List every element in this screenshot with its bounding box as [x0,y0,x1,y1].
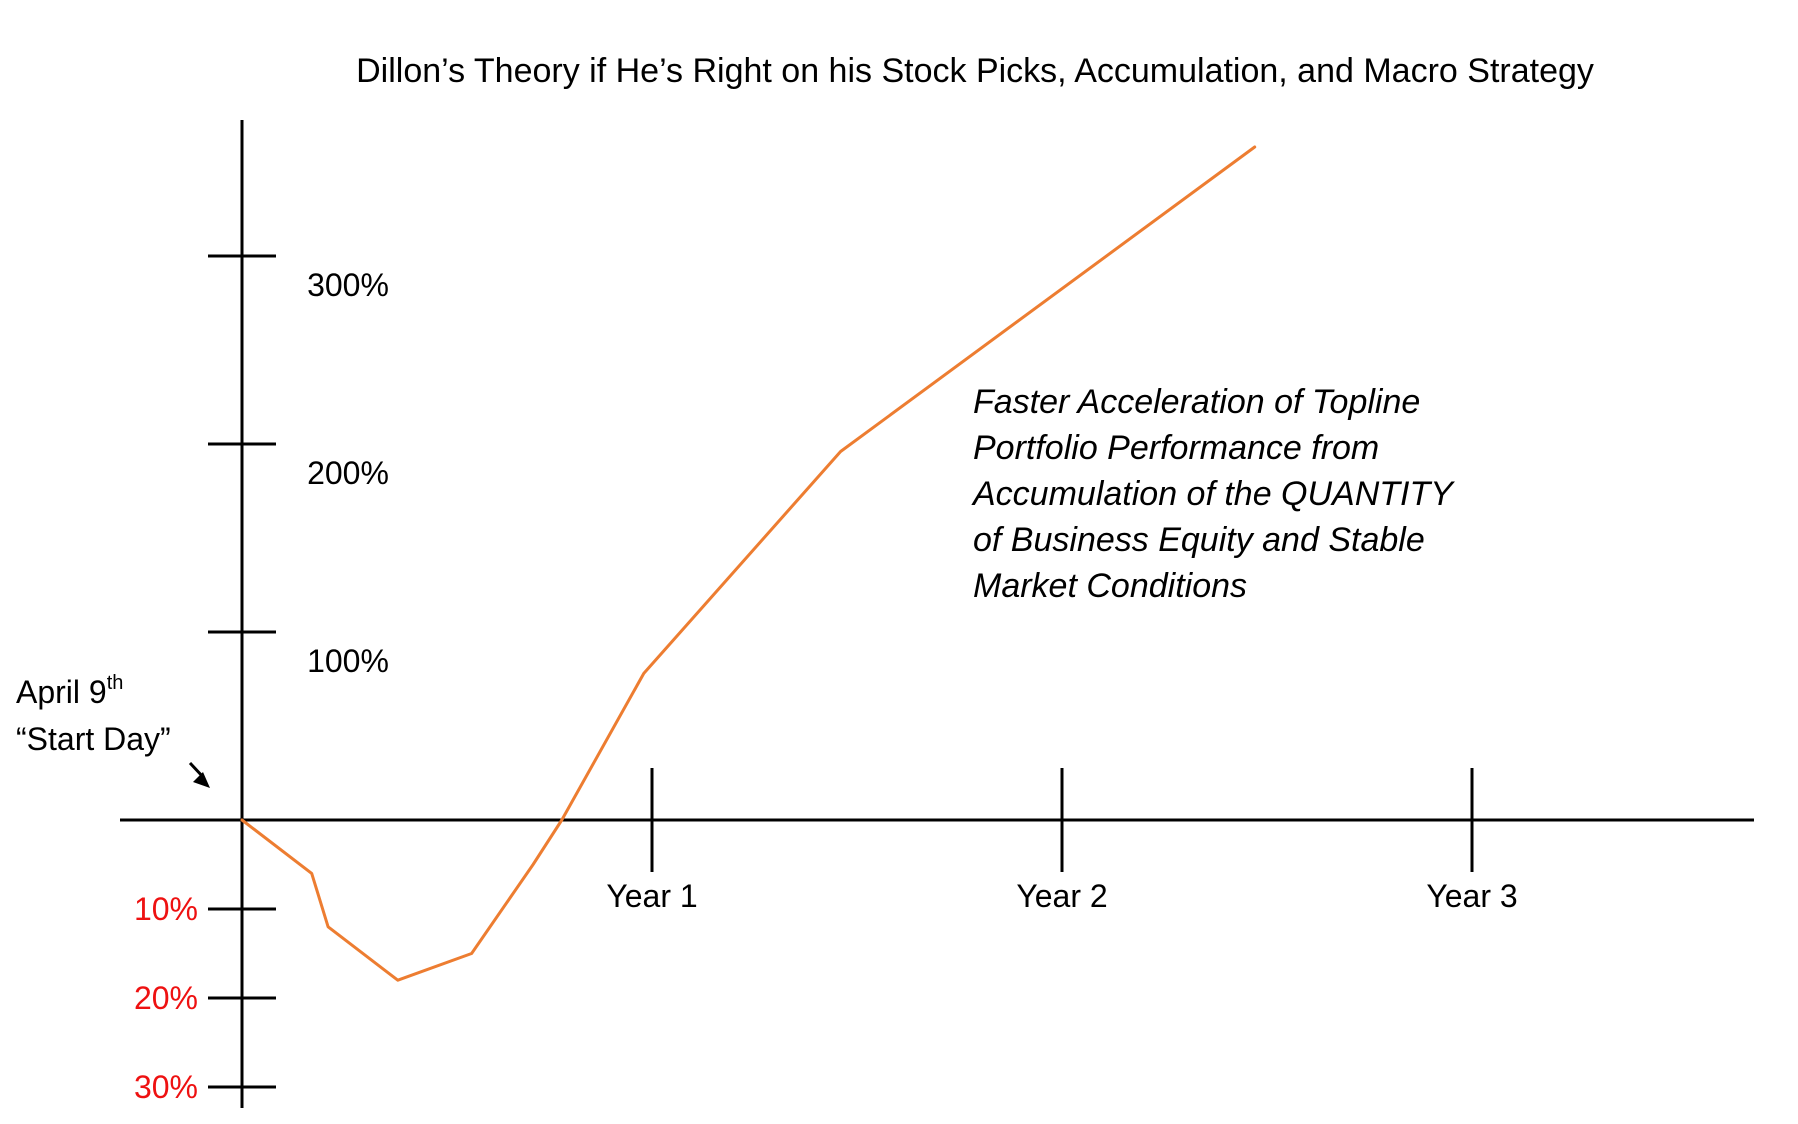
y-axis-positive-ticks: 100% 200% 300% [208,254,389,679]
x-axis-ticks: Year 1 Year 2 Year 3 [606,768,1518,914]
y-tick-label-negative: 10% [134,891,198,927]
series-line [240,145,1257,982]
x-tick-label: Year 3 [1426,878,1517,914]
annotation-line: Portfolio Performance from [973,429,1379,467]
y-tick-label-negative: 30% [134,1069,198,1105]
y-tick-label: 300% [307,267,389,303]
y-tick-label-negative: 20% [134,980,198,1016]
start-day-label: April 9th “Start Day” [16,672,210,788]
y-tick-label: 100% [307,643,389,679]
x-tick-label: Year 1 [606,878,697,914]
annotation-line: Market Conditions [973,567,1247,605]
start-day-date: April 9 [16,674,107,710]
annotation: Faster Acceleration of Topline Portfolio … [971,383,1455,605]
start-day-sup: th [107,672,124,694]
annotation-line: of Business Equity and Stable [973,521,1425,559]
chart-title: Dillon’s Theory if He’s Right on his Sto… [356,52,1594,90]
y-tick-label: 200% [307,455,389,491]
start-day-arrowhead [193,772,210,788]
series-group [240,145,1257,982]
y-axis-negative-ticks: 10% 20% 30% [134,891,276,1105]
annotation-line: Faster Acceleration of Topline [973,383,1420,421]
start-day-line2: “Start Day” [16,721,171,757]
x-tick-label: Year 2 [1016,878,1107,914]
start-day-line1: April 9th [16,672,123,710]
annotation-line: Accumulation of the QUANTITY [971,475,1455,513]
